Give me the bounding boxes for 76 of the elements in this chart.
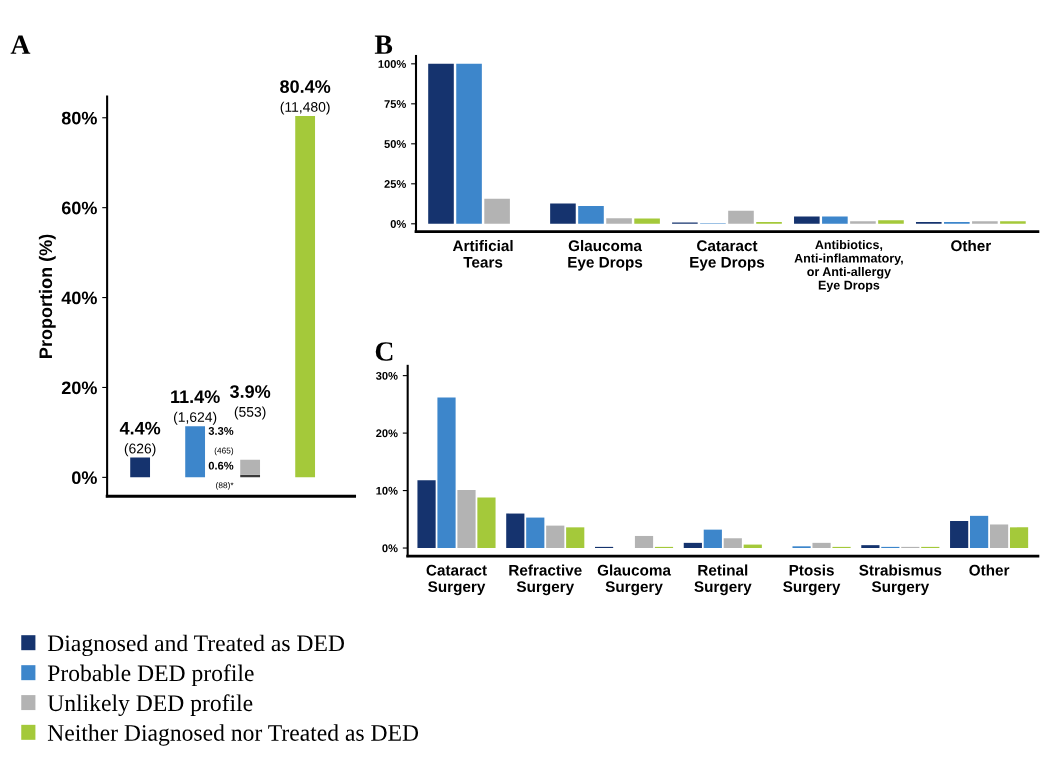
y-tick-label: 25%: [384, 180, 406, 188]
bar: [295, 115, 316, 478]
bar: [477, 497, 496, 549]
bar: [822, 216, 848, 224]
bar: [456, 63, 482, 224]
x-tick-label: Artificial Tears: [452, 239, 513, 268]
bar: [970, 515, 989, 549]
bar: [812, 542, 831, 549]
data-label: 4.4% (626): [119, 421, 161, 457]
bar: [550, 203, 576, 224]
y-tick-label: 10%: [376, 486, 398, 495]
annotation: 3.3% (465): [208, 427, 234, 456]
bar: [850, 221, 876, 224]
y-tick-label: 50%: [384, 140, 406, 148]
y-tick-label: 60%: [61, 201, 97, 215]
bar: [240, 459, 261, 475]
x-tick-label: Cataract Surgery: [426, 564, 487, 596]
y-tick-label: 0%: [390, 220, 406, 228]
chart-title: B: [374, 35, 393, 54]
bar: [546, 525, 565, 549]
y-tick-label: 0%: [382, 544, 398, 553]
x-tick-label: Other: [969, 564, 1010, 576]
bar: [506, 513, 525, 549]
bar: [130, 457, 151, 478]
x-tick-label: Glaucoma Eye Drops: [568, 239, 643, 271]
bar: [728, 210, 754, 224]
x-tick-label: Retinal Surgery: [694, 564, 752, 596]
legend-label: Probable DED profile: [47, 664, 254, 687]
bar: [723, 538, 742, 549]
y-tick-label: 0%: [72, 471, 97, 485]
x-tick-label: Ptosis Surgery: [783, 564, 841, 596]
annotation: 0.6% (88)*: [208, 461, 234, 490]
bar: [861, 545, 880, 549]
bar: [950, 521, 969, 549]
x-tick-label: Refractive Surgery: [509, 564, 582, 596]
y-tick-label: 20%: [61, 381, 97, 395]
bar: [428, 63, 454, 224]
y-tick-label: 30%: [375, 371, 398, 380]
x-tick-label: Glaucoma Surgery: [597, 564, 672, 596]
bar: [566, 527, 585, 549]
x-tick-label: Cataract Eye Drops: [690, 240, 765, 271]
bar: [1009, 527, 1029, 549]
legend-label: Neither Diagnosed nor Treated as DED: [47, 724, 419, 746]
x-tick-label: Antibiotics, Anti-inflammatory, or Anti-allergy Eye Drops: [794, 239, 903, 293]
bar: [484, 198, 510, 224]
bar: [417, 480, 436, 549]
bar: [989, 524, 1009, 549]
y-tick-label: 75%: [384, 100, 406, 108]
data-label: 11.4% (1,624): [171, 390, 220, 425]
chart-title: A: [10, 35, 31, 54]
bar: [185, 426, 206, 478]
legend-label: Diagnosed and Treated as DED: [47, 634, 345, 657]
bar: [606, 218, 632, 224]
bar: [794, 216, 820, 224]
y-tick-label: 100%: [378, 60, 406, 68]
total-label: 3.9% (553): [229, 385, 271, 420]
bar: [683, 542, 702, 549]
bar: [526, 517, 545, 549]
legend-label: Unlikely DED profile: [47, 694, 253, 717]
y-tick-label: 80%: [61, 111, 97, 125]
data-label: 80.4% (11,480): [280, 80, 331, 115]
bar: [878, 220, 904, 224]
bar: [578, 206, 604, 224]
bar: [703, 529, 722, 549]
x-tick-label: Other: [951, 239, 991, 252]
chart-title: C: [375, 342, 393, 361]
bar: [1000, 221, 1026, 224]
y-tick-label: 40%: [61, 291, 97, 305]
x-tick-label: Strabismus Surgery: [859, 564, 942, 596]
bar: [457, 489, 476, 549]
bar: [437, 397, 456, 549]
bar: [634, 535, 654, 549]
y-axis-title: Proportion (%): [38, 234, 56, 358]
bar: [972, 221, 998, 224]
y-tick-label: 20%: [376, 429, 398, 438]
bar: [634, 218, 660, 224]
